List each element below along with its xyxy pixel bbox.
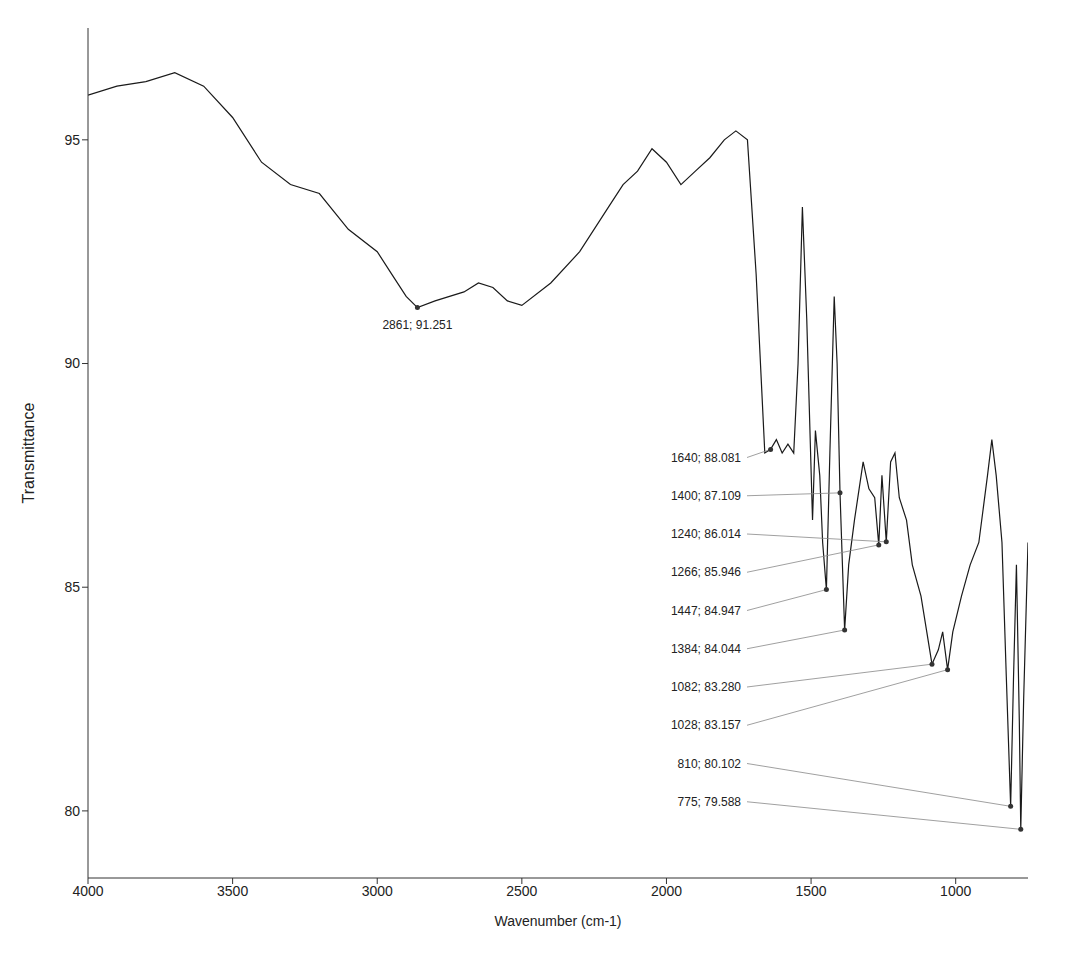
svg-text:1082; 83.280: 1082; 83.280 — [671, 680, 741, 694]
svg-text:1000: 1000 — [940, 883, 971, 899]
svg-text:1240; 86.014: 1240; 86.014 — [671, 527, 741, 541]
svg-text:1500: 1500 — [795, 883, 826, 899]
svg-text:2000: 2000 — [651, 883, 682, 899]
svg-text:1400; 87.109: 1400; 87.109 — [671, 489, 741, 503]
svg-text:775; 79.588: 775; 79.588 — [678, 795, 742, 809]
svg-text:1028; 83.157: 1028; 83.157 — [671, 718, 741, 732]
svg-text:2500: 2500 — [506, 883, 537, 899]
svg-text:Transmittance: Transmittance — [20, 403, 37, 504]
svg-text:1640; 88.081: 1640; 88.081 — [671, 451, 741, 465]
svg-text:Wavenumber (cm-1): Wavenumber (cm-1) — [494, 913, 621, 929]
svg-text:4000: 4000 — [72, 883, 103, 899]
svg-text:810; 80.102: 810; 80.102 — [678, 757, 742, 771]
svg-text:95: 95 — [64, 132, 80, 148]
svg-text:2861; 91.251: 2861; 91.251 — [382, 318, 452, 332]
svg-text:1384; 84.044: 1384; 84.044 — [671, 642, 741, 656]
svg-text:1447; 84.947: 1447; 84.947 — [671, 604, 741, 618]
svg-text:3500: 3500 — [217, 883, 248, 899]
svg-text:85: 85 — [64, 579, 80, 595]
svg-text:1266; 85.946: 1266; 85.946 — [671, 565, 741, 579]
svg-text:3000: 3000 — [362, 883, 393, 899]
svg-text:80: 80 — [64, 803, 80, 819]
svg-text:90: 90 — [64, 355, 80, 371]
